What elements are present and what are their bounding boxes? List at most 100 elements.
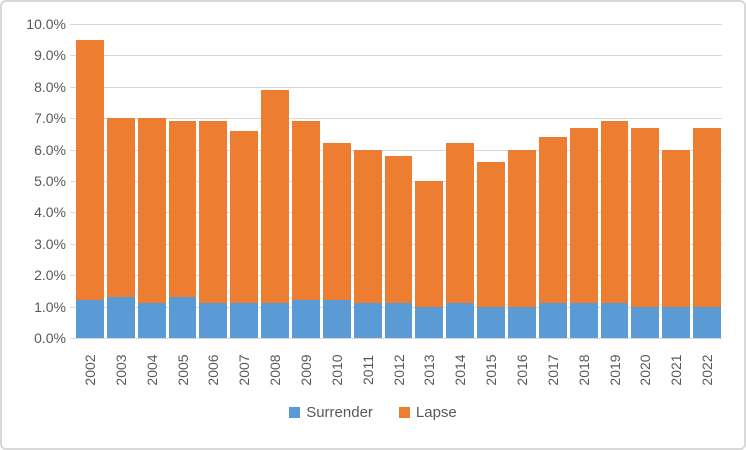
x-tick-2008: 2008 <box>261 343 289 397</box>
bar-segment-surrender-2008 <box>261 303 290 338</box>
bar-segment-surrender-2002 <box>76 300 104 338</box>
x-tick-2015: 2015 <box>477 343 505 397</box>
x-tick-2010: 2010 <box>323 343 351 397</box>
legend-swatch-surrender <box>289 407 301 418</box>
legend: Surrender Lapse <box>2 404 744 421</box>
bar-segment-lapse-2011 <box>353 149 382 304</box>
bar-segment-surrender-2004 <box>137 303 166 338</box>
bar-segment-lapse-2006 <box>199 121 228 304</box>
x-tick-label: 2020 <box>637 354 654 386</box>
x-tick-2013: 2013 <box>415 343 443 397</box>
x-tick-label: 2016 <box>513 354 530 386</box>
x-tick-2005: 2005 <box>169 343 197 397</box>
bar-segment-surrender-2012 <box>384 303 413 338</box>
bar-segment-lapse-2004 <box>137 118 166 304</box>
bar-2018 <box>569 24 598 338</box>
gridline <box>70 149 722 151</box>
x-tick-2022: 2022 <box>693 343 721 397</box>
x-axis-labels: 2002 2003 2004 2005 2006 2007 2008 2009 2010 2011… <box>75 343 722 397</box>
legend-label: Surrender <box>306 404 373 421</box>
gridline <box>70 55 722 57</box>
legend-item-surrender: Surrender <box>289 404 373 421</box>
bar-segment-surrender-2017 <box>538 303 567 338</box>
bar-segment-lapse-2022 <box>693 127 722 307</box>
bar-segment-surrender-2006 <box>199 303 228 338</box>
legend-label: Lapse <box>415 404 457 421</box>
bar-segment-surrender-2014 <box>446 303 475 338</box>
bar-2002 <box>76 24 104 338</box>
bar-segment-lapse-2021 <box>662 149 691 307</box>
bar-2007 <box>230 24 259 338</box>
y-tick-label: 10.0% <box>26 16 66 32</box>
bar-segment-surrender-2016 <box>508 306 536 338</box>
bar-segment-lapse-2007 <box>230 130 259 304</box>
x-tick-label: 2011 <box>359 354 376 386</box>
bar-2003 <box>106 24 135 338</box>
gridline <box>70 24 722 25</box>
bar-2017 <box>538 24 567 338</box>
bar-segment-lapse-2018 <box>569 127 598 304</box>
bar-segment-lapse-2003 <box>106 118 135 298</box>
y-tick-label: 1.0% <box>34 298 66 315</box>
bar-2006 <box>199 24 228 338</box>
bar-2011 <box>353 24 382 338</box>
plot-area <box>75 24 722 338</box>
x-tick-label: 2002 <box>81 354 98 386</box>
bar-segment-lapse-2017 <box>538 137 567 304</box>
bar-segment-lapse-2019 <box>600 121 629 304</box>
y-tick-label: 8.0% <box>34 78 66 95</box>
x-tick-label: 2022 <box>699 354 716 386</box>
x-tick-2006: 2006 <box>199 343 227 397</box>
x-tick-2003: 2003 <box>107 343 135 397</box>
y-tick-label: 6.0% <box>34 141 66 158</box>
gridline <box>70 86 722 88</box>
y-axis-labels: 0.0% 1.0% 2.0% 3.0% 4.0% 5.0% 6.0% 7.0% 8.0% 9.0%… <box>2 2 66 448</box>
bar-segment-lapse-2015 <box>477 162 506 307</box>
x-tick-label: 2018 <box>575 354 592 386</box>
x-tick-label: 2008 <box>267 354 284 386</box>
y-tick-label: 3.0% <box>34 235 66 252</box>
x-tick-label: 2014 <box>452 354 469 386</box>
bar-segment-surrender-2005 <box>168 297 197 338</box>
bar-2016 <box>508 24 536 338</box>
bar-segment-lapse-2010 <box>322 143 351 301</box>
bar-segment-lapse-2008 <box>261 89 290 304</box>
x-tick-label: 2005 <box>174 354 191 386</box>
bar-2022 <box>693 24 722 338</box>
bar-segment-surrender-2020 <box>631 306 660 338</box>
bar-segment-surrender-2021 <box>662 306 691 338</box>
x-tick-label: 2019 <box>606 354 623 386</box>
bar-segment-surrender-2015 <box>477 306 506 338</box>
x-tick-2012: 2012 <box>385 343 413 397</box>
bar-2021 <box>662 24 691 338</box>
x-tick-2016: 2016 <box>508 343 536 397</box>
x-tick-label: 2017 <box>544 354 561 386</box>
bar-2019 <box>600 24 629 338</box>
x-tick-label: 2006 <box>205 354 222 386</box>
bar-segment-surrender-2019 <box>600 303 629 338</box>
legend-swatch-lapse <box>398 407 410 418</box>
gridline <box>70 338 722 339</box>
bar-2013 <box>415 24 444 338</box>
x-tick-2004: 2004 <box>138 343 166 397</box>
x-tick-2017: 2017 <box>539 343 567 397</box>
y-tick-label: 5.0% <box>34 173 66 189</box>
bar-segment-lapse-2009 <box>292 121 320 301</box>
y-tick-label: 9.0% <box>34 47 66 64</box>
bar-segment-lapse-2014 <box>446 143 475 304</box>
y-tick-label: 0.0% <box>34 330 66 346</box>
bar-2015 <box>477 24 506 338</box>
x-tick-label: 2007 <box>236 354 253 386</box>
bar-segment-lapse-2005 <box>168 121 197 298</box>
bar-2005 <box>168 24 197 338</box>
x-tick-2014: 2014 <box>446 343 474 397</box>
x-tick-label: 2004 <box>143 354 160 386</box>
bar-segment-surrender-2010 <box>322 300 351 338</box>
x-tick-2021: 2021 <box>662 343 690 397</box>
bar-2010 <box>322 24 351 338</box>
bar-segment-surrender-2013 <box>415 306 444 338</box>
x-tick-label: 2021 <box>668 354 685 386</box>
gridline <box>70 118 722 120</box>
bar-2004 <box>137 24 166 338</box>
